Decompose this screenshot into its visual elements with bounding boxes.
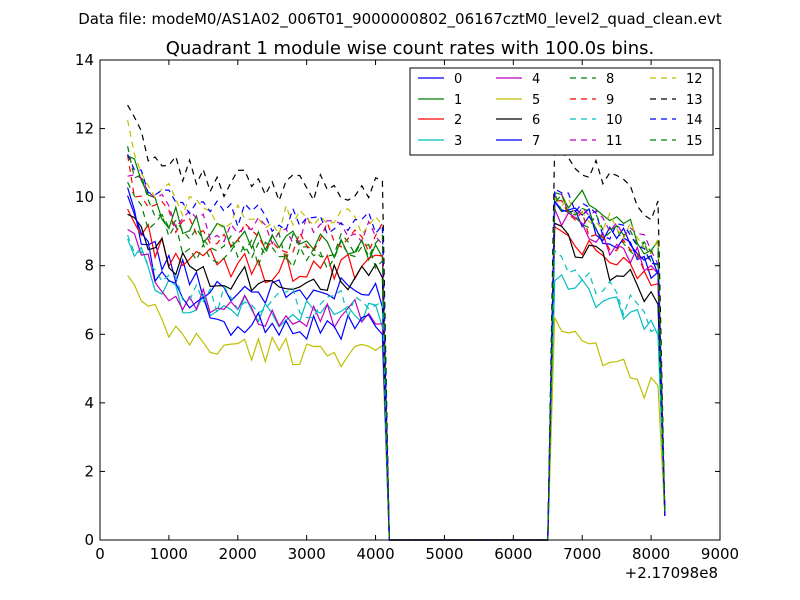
series-line-4 (127, 208, 666, 541)
series-line-11 (127, 174, 666, 541)
series-line-8 (127, 181, 666, 541)
legend-label-11: 11 (606, 134, 623, 149)
series-line-6 (127, 213, 666, 541)
y-tick-label: 6 (84, 325, 94, 343)
x-axis-offset-label: +2.17098e8 (625, 564, 718, 582)
x-tick-label: 9000 (701, 545, 739, 563)
y-tick-label: 8 (84, 257, 94, 275)
series-line-9 (127, 155, 666, 541)
chart-title: Quadrant 1 module wise count rates with … (166, 38, 655, 59)
y-tick-label: 10 (75, 188, 94, 206)
series-line-0 (127, 187, 666, 541)
series-line-10 (127, 234, 666, 541)
x-tick-label: 7000 (563, 545, 601, 563)
y-tick-label: 4 (84, 394, 94, 412)
series-line-12 (127, 119, 666, 541)
legend-label-10: 10 (606, 113, 623, 128)
y-tick-label: 2 (84, 462, 94, 480)
legend-label-5: 5 (532, 93, 540, 108)
legend-label-0: 0 (454, 72, 462, 87)
legend-label-4: 4 (532, 72, 540, 87)
axes-layer: 0 1000 2000 3000 4000 5000 6000 7000 8000 9000 0 2 4… (75, 51, 739, 563)
series-line-1 (127, 155, 666, 541)
series-line-13 (127, 104, 666, 541)
legend-label-15: 15 (686, 134, 703, 149)
x-tick-label: 4000 (356, 545, 394, 563)
data-file-label: Data file: modeM0/AS1A02_006T01_90000008… (78, 10, 722, 29)
y-tick-label: 0 (84, 531, 94, 549)
series-layer (127, 104, 666, 541)
series-line-3 (127, 238, 666, 541)
legend-label-12: 12 (686, 72, 703, 87)
x-tick-label: 1000 (150, 545, 188, 563)
legend-label-2: 2 (454, 113, 462, 128)
x-tick-label: 8000 (632, 545, 670, 563)
x-tick-label: 0 (95, 545, 105, 563)
legend-label-9: 9 (606, 93, 614, 108)
x-tick-label: 5000 (425, 545, 463, 563)
legend-label-14: 14 (686, 113, 703, 128)
legend-label-1: 1 (454, 93, 462, 108)
series-line-7 (127, 195, 666, 541)
legend-label-3: 3 (454, 134, 462, 149)
legend-label-7: 7 (532, 134, 540, 149)
y-tick-label: 14 (75, 51, 94, 69)
series-line-5 (127, 275, 666, 541)
series-line-2 (127, 208, 666, 541)
plot-frame (99, 59, 721, 541)
series-line-14 (127, 154, 666, 541)
y-tick-label: 12 (75, 120, 94, 138)
x-tick-label: 6000 (494, 545, 532, 563)
x-tick-label: 2000 (219, 545, 257, 563)
x-tick-label: 3000 (288, 545, 326, 563)
legend-label-6: 6 (532, 113, 540, 128)
legend-label-13: 13 (686, 93, 703, 108)
series-line-15 (127, 146, 666, 541)
legend-label-8: 8 (606, 72, 614, 87)
